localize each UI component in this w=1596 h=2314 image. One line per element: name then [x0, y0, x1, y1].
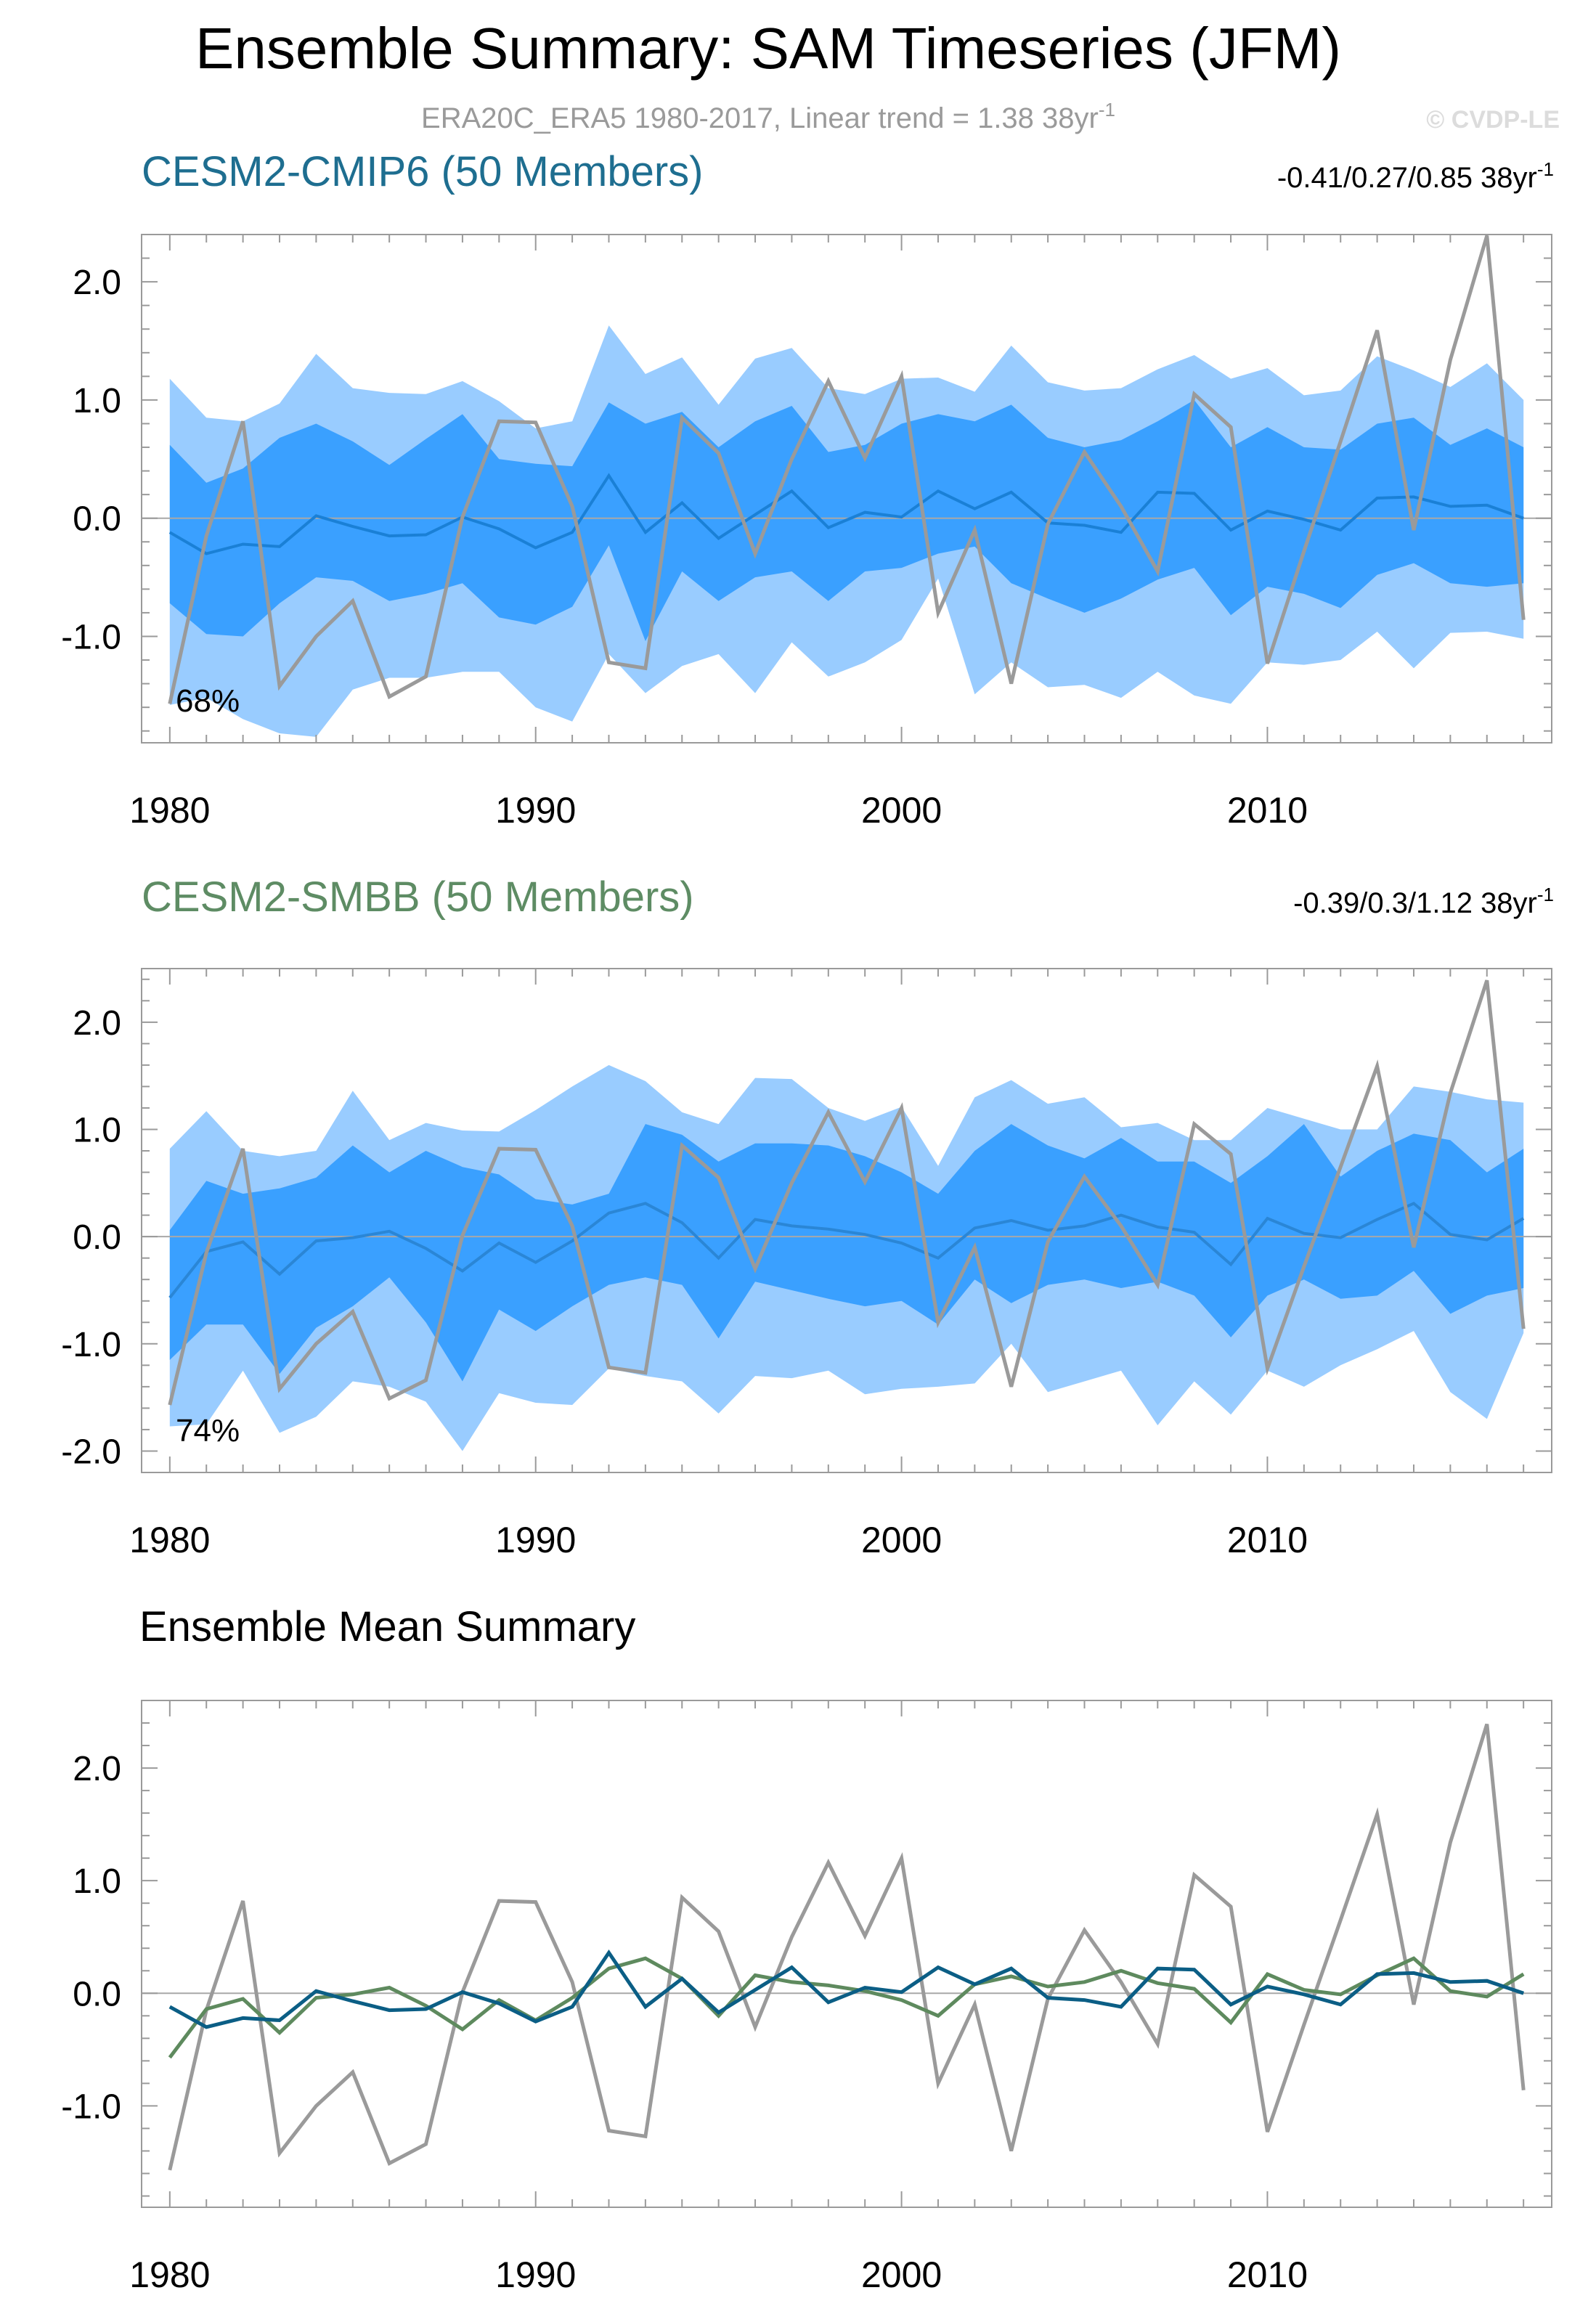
ensemble-mean-line [168, 1202, 1525, 1299]
y-tick-label: 2.0 [73, 1750, 121, 1788]
trend-label-smbb-exp: -1 [1537, 884, 1554, 905]
figure-subtitle-exp: -1 [1099, 99, 1115, 121]
x-tick-label: 1980 [129, 790, 210, 831]
x-tick-label: 2000 [861, 790, 942, 831]
percent-label: 74% [176, 1413, 240, 1449]
observation-line [168, 979, 1526, 1406]
x-tick-label: 2000 [861, 1520, 942, 1560]
x-tick-label: 1990 [495, 2254, 576, 2295]
trend-label-smbb: -0.39/0.3/1.12 38yr-1 [1293, 884, 1554, 919]
x-tick-label: 2000 [861, 2254, 942, 2295]
y-tick-label: -1.0 [61, 1326, 121, 1364]
trend-label-cmip6-main: -0.41/0.27/0.85 38yr [1277, 162, 1537, 194]
observation-line [168, 235, 1526, 704]
figure-subtitle: ERA20C_ERA5 1980-2017, Linear trend = 1.… [421, 99, 1115, 134]
panel-cesm2-cmip6: CESM2-CMIP6 (50 Members) -0.41/0.27/0.85… [61, 148, 1554, 831]
y-tick-label: -2.0 [61, 1433, 121, 1471]
copyright-label: © CVDP-LE [1426, 106, 1560, 134]
y-tick-label: 0.0 [73, 1975, 121, 2013]
figure-subtitle-main: ERA20C_ERA5 1980-2017, Linear trend = 1.… [421, 102, 1099, 134]
panel-title-smbb: CESM2-SMBB (50 Members) [142, 873, 694, 921]
trend-label-smbb-main: -0.39/0.3/1.12 38yr [1293, 887, 1537, 919]
x-tick-label: 2010 [1227, 1520, 1308, 1560]
ensemble-mean-line [168, 473, 1524, 555]
panel-cesm2-smbb: CESM2-SMBB (50 Members) -0.39/0.3/1.12 3… [61, 873, 1554, 1560]
smbb-mean-line [168, 1956, 1525, 2059]
y-tick-label: 0.0 [73, 1218, 121, 1257]
band-inner-range [169, 1124, 1524, 1382]
plot-frame [141, 234, 1552, 744]
x-tick-label: 1990 [495, 790, 576, 831]
y-tick-label: 2.0 [73, 264, 121, 302]
y-tick-label: 1.0 [73, 382, 121, 420]
y-tick-label: 0.0 [73, 500, 121, 539]
x-tick-label: 1980 [129, 2254, 210, 2295]
figure-title: Ensemble Summary: SAM Timeseries (JFM) [195, 16, 1341, 81]
y-tick-label: -1.0 [61, 618, 121, 656]
plot-frame [141, 1700, 1552, 2208]
x-tick-label: 1980 [129, 1520, 210, 1560]
y-tick-label: 1.0 [73, 1111, 121, 1149]
x-tick-label: 2010 [1227, 790, 1308, 831]
x-tick-label: 2010 [1227, 2254, 1308, 2295]
y-tick-label: -1.0 [61, 2087, 121, 2126]
trend-label-cmip6-exp: -1 [1537, 158, 1554, 180]
panel-title-summary: Ensemble Mean Summary [139, 1603, 635, 1650]
x-tick-label: 1990 [495, 1520, 576, 1560]
trend-label-cmip6: -0.41/0.27/0.85 38yr-1 [1277, 158, 1554, 194]
panel-title-cmip6: CESM2-CMIP6 (50 Members) [142, 148, 703, 195]
panel-ensemble-mean-summary: Ensemble Mean Summary 1980 1990 2000 2010 -1… [61, 1603, 1552, 2295]
observation-line [168, 1723, 1526, 2171]
y-tick-label: 1.0 [73, 1862, 121, 1901]
plot-frame [141, 968, 1552, 1473]
percent-label: 68% [176, 683, 240, 719]
cmip6-mean-line [168, 1949, 1525, 2029]
y-tick-label: 2.0 [73, 1004, 121, 1043]
